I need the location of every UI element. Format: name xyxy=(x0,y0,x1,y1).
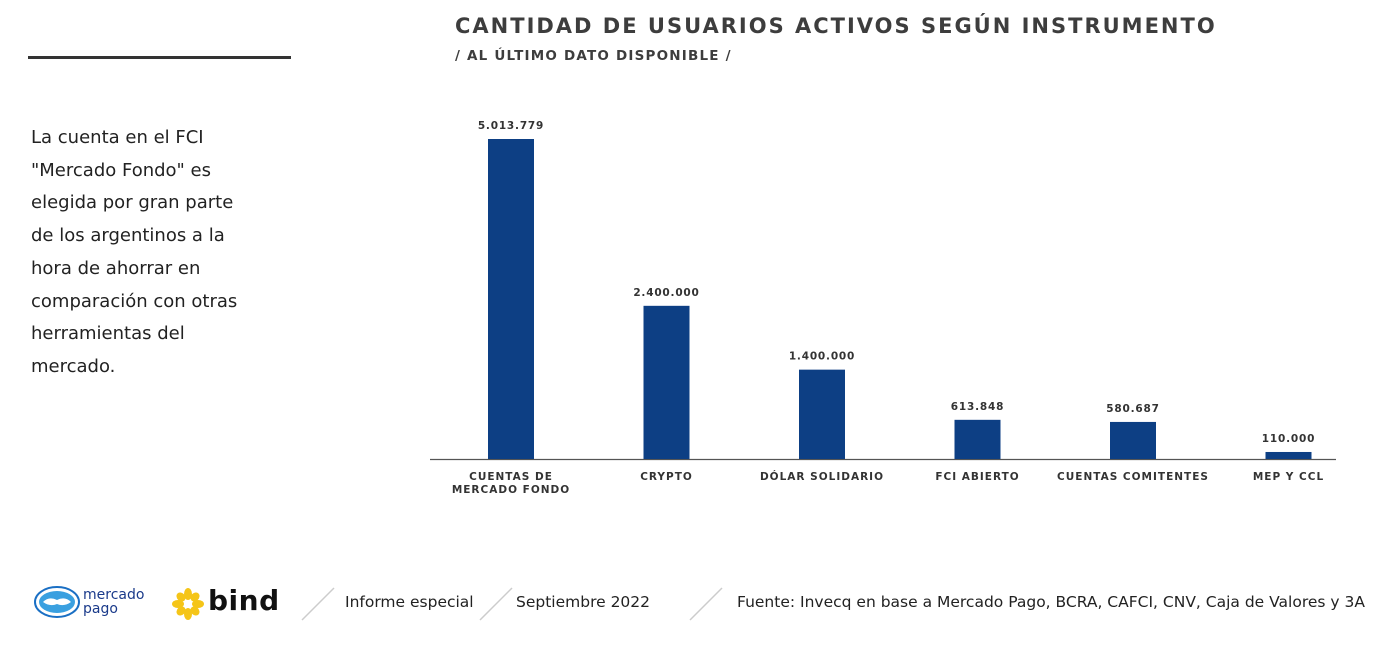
data-label: 5.013.779 xyxy=(478,120,544,132)
footer-divider xyxy=(301,587,335,621)
category-label: CUENTAS COMITENTES xyxy=(1057,471,1209,483)
top-rule xyxy=(28,56,291,59)
footer-source: Fuente: Invecq en base a Mercado Pago, B… xyxy=(737,593,1365,611)
bar xyxy=(1110,421,1156,459)
bar xyxy=(799,369,845,459)
mercado-pago-logo-text: mercado pago xyxy=(83,588,144,616)
data-label: 2.400.000 xyxy=(633,287,699,299)
chart-subtitle: / AL ÚLTIMO DATO DISPONIBLE / xyxy=(455,48,732,64)
bind-logo-text: bind xyxy=(208,584,280,617)
sidebar-line: hora de ahorrar en xyxy=(31,257,201,279)
category-label: CRYPTO xyxy=(640,471,693,483)
footer-divider xyxy=(689,587,723,621)
bar xyxy=(488,139,534,459)
sidebar-line: mercado. xyxy=(31,355,116,377)
sidebar-line: elegida por gran parte xyxy=(31,192,234,214)
category-label: CUENTAS DE xyxy=(469,471,553,483)
footer-date: Septiembre 2022 xyxy=(516,593,651,611)
logo-mp-line1: mercado xyxy=(83,587,145,603)
category-label: DÓLAR SOLIDARIO xyxy=(760,470,884,483)
sidebar-line: herramientas del xyxy=(31,323,185,345)
data-label: 110.000 xyxy=(1262,433,1315,445)
sidebar-text: La cuenta en el FCI "Mercado Fondo" es e… xyxy=(31,122,271,384)
data-label: 613.848 xyxy=(951,401,1004,413)
mercado-pago-logo-icon xyxy=(34,586,80,618)
sidebar-line: de los argentinos a la xyxy=(31,225,225,247)
category-label: MEP Y CCL xyxy=(1253,471,1324,483)
logo-mp-line2: pago xyxy=(83,601,118,617)
data-label: 580.687 xyxy=(1106,403,1159,415)
sidebar-line: "Mercado Fondo" es xyxy=(31,159,211,181)
data-label: 1.400.000 xyxy=(789,351,855,363)
footer-report: Informe especial xyxy=(345,593,474,611)
bar xyxy=(643,305,690,459)
sidebar-line: comparación con otras xyxy=(31,290,238,312)
chart-title: CANTIDAD DE USUARIOS ACTIVOS SEGÚN INSTR… xyxy=(455,14,1217,38)
category-label: MERCADO FONDO xyxy=(452,484,570,496)
bar xyxy=(954,419,1001,459)
category-label: FCI ABIERTO xyxy=(935,471,1019,483)
sidebar-line: La cuenta en el FCI xyxy=(31,127,204,148)
footer-divider xyxy=(479,587,513,621)
bar xyxy=(1265,451,1312,459)
bind-flower-icon xyxy=(172,588,204,620)
